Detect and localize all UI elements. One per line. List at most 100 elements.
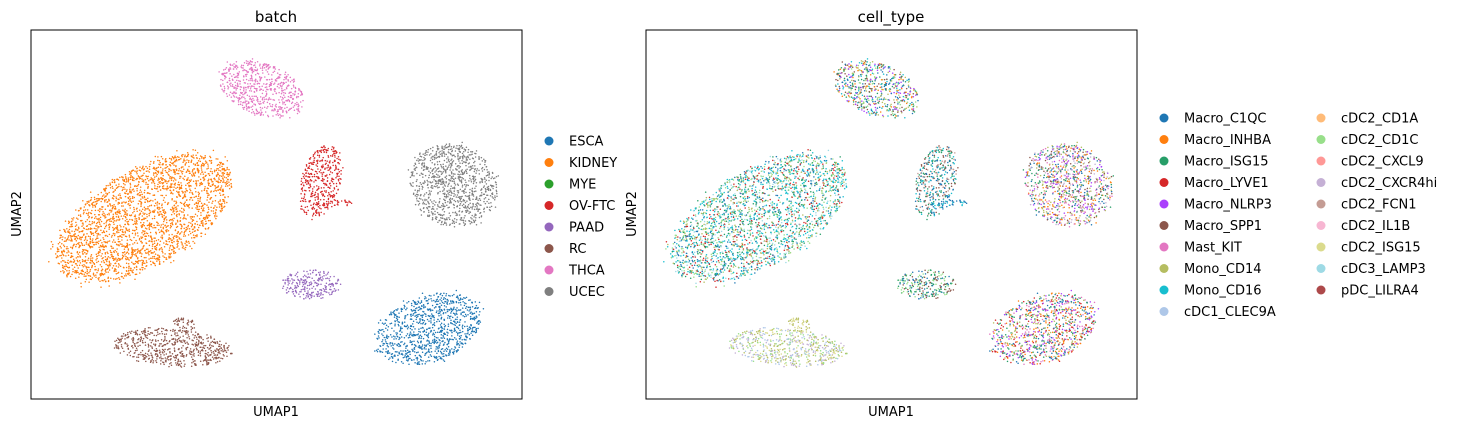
point — [327, 186, 329, 189]
point — [253, 90, 256, 93]
point — [436, 145, 438, 147]
point — [292, 279, 294, 281]
point — [254, 104, 257, 106]
point — [265, 86, 268, 88]
point — [478, 169, 480, 172]
point — [202, 225, 204, 227]
point — [323, 151, 325, 153]
point — [466, 168, 468, 170]
point — [160, 246, 163, 249]
point — [141, 178, 143, 180]
point — [60, 236, 62, 239]
point — [255, 95, 258, 98]
point — [316, 295, 319, 297]
point — [153, 205, 156, 207]
point — [172, 192, 174, 195]
point — [148, 258, 150, 260]
point — [112, 215, 115, 218]
point — [187, 225, 189, 228]
point — [135, 171, 138, 173]
point — [158, 181, 160, 183]
point — [436, 176, 438, 178]
point — [125, 177, 127, 180]
point — [268, 103, 271, 105]
point — [128, 234, 131, 237]
point — [449, 188, 452, 190]
point — [333, 169, 336, 172]
point — [202, 176, 205, 178]
point — [190, 159, 193, 161]
point — [302, 283, 305, 286]
point — [180, 202, 183, 204]
point — [174, 171, 176, 173]
point — [202, 222, 204, 224]
point — [64, 261, 66, 263]
point — [84, 256, 87, 258]
point — [435, 173, 438, 176]
point — [72, 244, 75, 247]
point — [289, 80, 292, 83]
point — [186, 159, 188, 161]
point — [157, 177, 160, 179]
point — [321, 204, 324, 206]
point — [336, 280, 339, 282]
point — [116, 260, 118, 263]
point — [303, 270, 305, 272]
point — [277, 114, 280, 117]
point — [124, 215, 127, 218]
point — [488, 173, 491, 176]
point — [200, 232, 203, 235]
point — [116, 277, 118, 280]
point — [211, 222, 213, 224]
point — [173, 217, 175, 220]
point — [435, 218, 438, 221]
point — [175, 208, 178, 210]
point — [317, 198, 319, 201]
point — [248, 63, 250, 65]
point — [137, 360, 140, 363]
point — [116, 230, 118, 233]
point — [313, 202, 315, 204]
point — [421, 188, 424, 190]
point — [83, 206, 86, 208]
point — [163, 231, 165, 234]
point — [281, 89, 283, 91]
point — [189, 232, 192, 235]
point — [447, 159, 450, 162]
point — [463, 183, 466, 186]
point — [89, 274, 91, 277]
point — [420, 209, 422, 212]
point — [305, 279, 307, 281]
point — [143, 196, 146, 199]
point — [309, 158, 311, 160]
point — [325, 282, 328, 284]
point — [143, 232, 146, 235]
point — [108, 199, 110, 201]
point — [117, 240, 120, 243]
point — [110, 251, 112, 253]
point — [450, 194, 452, 197]
point — [215, 158, 217, 160]
point — [202, 223, 204, 225]
point — [417, 157, 419, 160]
point — [323, 272, 325, 274]
point — [180, 186, 183, 188]
point — [466, 184, 468, 186]
point — [131, 271, 134, 273]
point — [215, 169, 218, 172]
point — [448, 218, 451, 221]
point — [89, 246, 92, 248]
point — [282, 82, 285, 84]
point — [462, 220, 465, 222]
point — [304, 189, 306, 192]
point — [82, 199, 84, 202]
point — [162, 174, 164, 177]
point — [290, 102, 293, 105]
point — [180, 169, 182, 172]
point — [158, 159, 161, 162]
point — [312, 271, 314, 273]
point — [105, 195, 107, 197]
point — [231, 64, 234, 66]
point — [86, 252, 88, 255]
point — [149, 163, 151, 165]
